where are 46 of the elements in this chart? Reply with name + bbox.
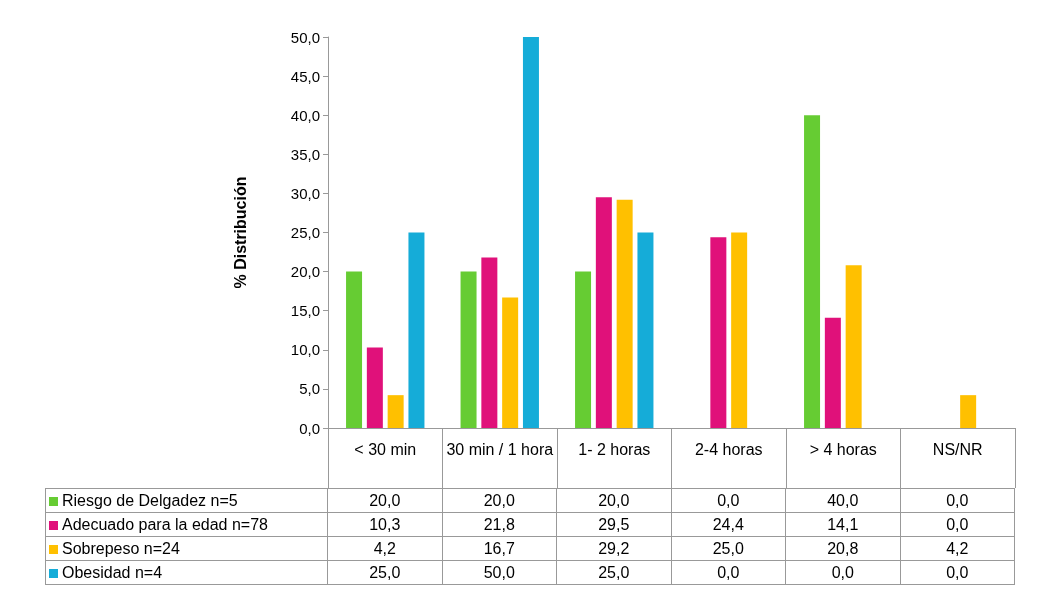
y-tick-label: 45,0 [290,67,320,85]
y-tick-label: 50,0 [290,28,320,46]
y-axis-title: % Distribución [231,176,249,289]
legend-label: Sobrepeso n=24 [45,536,328,561]
data-label: 25,0 [671,536,786,561]
legend-label: Adecuado para la edad n=78 [45,512,328,537]
data-label: 0,0 [900,512,1015,537]
data-label: 29,5 [556,512,671,537]
data-label: 24,4 [671,512,786,537]
data-label: 4,2 [327,536,442,561]
data-label: 0,0 [671,488,786,513]
legend-label: Obesidad n=4 [45,560,328,585]
data-label: 20,0 [327,488,442,513]
data-label: 0,0 [900,560,1015,585]
y-tick-label: 30,0 [290,184,320,202]
data-label: 50,0 [442,560,557,585]
y-tick-label: 25,0 [290,224,320,241]
y-tick-label: 20,0 [290,263,320,281]
y-tick-label: 10,0 [290,341,320,359]
y-tick-label: 15,0 [290,302,320,320]
y-tick-label: 35,0 [290,145,320,163]
data-label: 0,0 [785,560,900,585]
data-label: 21,8 [442,512,557,537]
x-tick-label: 30 min / 1 hora [446,440,554,458]
data-label: 10,3 [327,512,442,537]
data-label: 29,2 [556,536,671,561]
data-label: 14,1 [785,512,900,537]
data-label: 0,0 [671,560,786,585]
data-label: 20,8 [785,536,900,561]
x-tick-label: 2-4 horas [694,440,763,458]
data-label: 25,0 [327,560,442,585]
x-tick-label: > 4 horas [809,440,877,458]
x-tick-label: 1- 2 horas [578,440,651,458]
data-label: 16,7 [442,536,557,561]
y-tick-label: 0,0 [299,419,320,437]
data-label: 20,0 [442,488,557,513]
data-label: 20,0 [556,488,671,513]
y-tick-label: 5,0 [299,380,320,398]
data-label: 25,0 [556,560,671,585]
data-label: 4,2 [900,536,1015,561]
data-label: 40,0 [785,488,900,513]
y-tick-label: 40,0 [290,106,320,124]
x-tick-label: < 30 min [354,440,417,458]
data-label: 0,0 [900,488,1015,513]
x-tick-label: NS/NR [932,440,983,458]
legend-label: Riesgo de Delgadez n=5 [45,488,328,513]
